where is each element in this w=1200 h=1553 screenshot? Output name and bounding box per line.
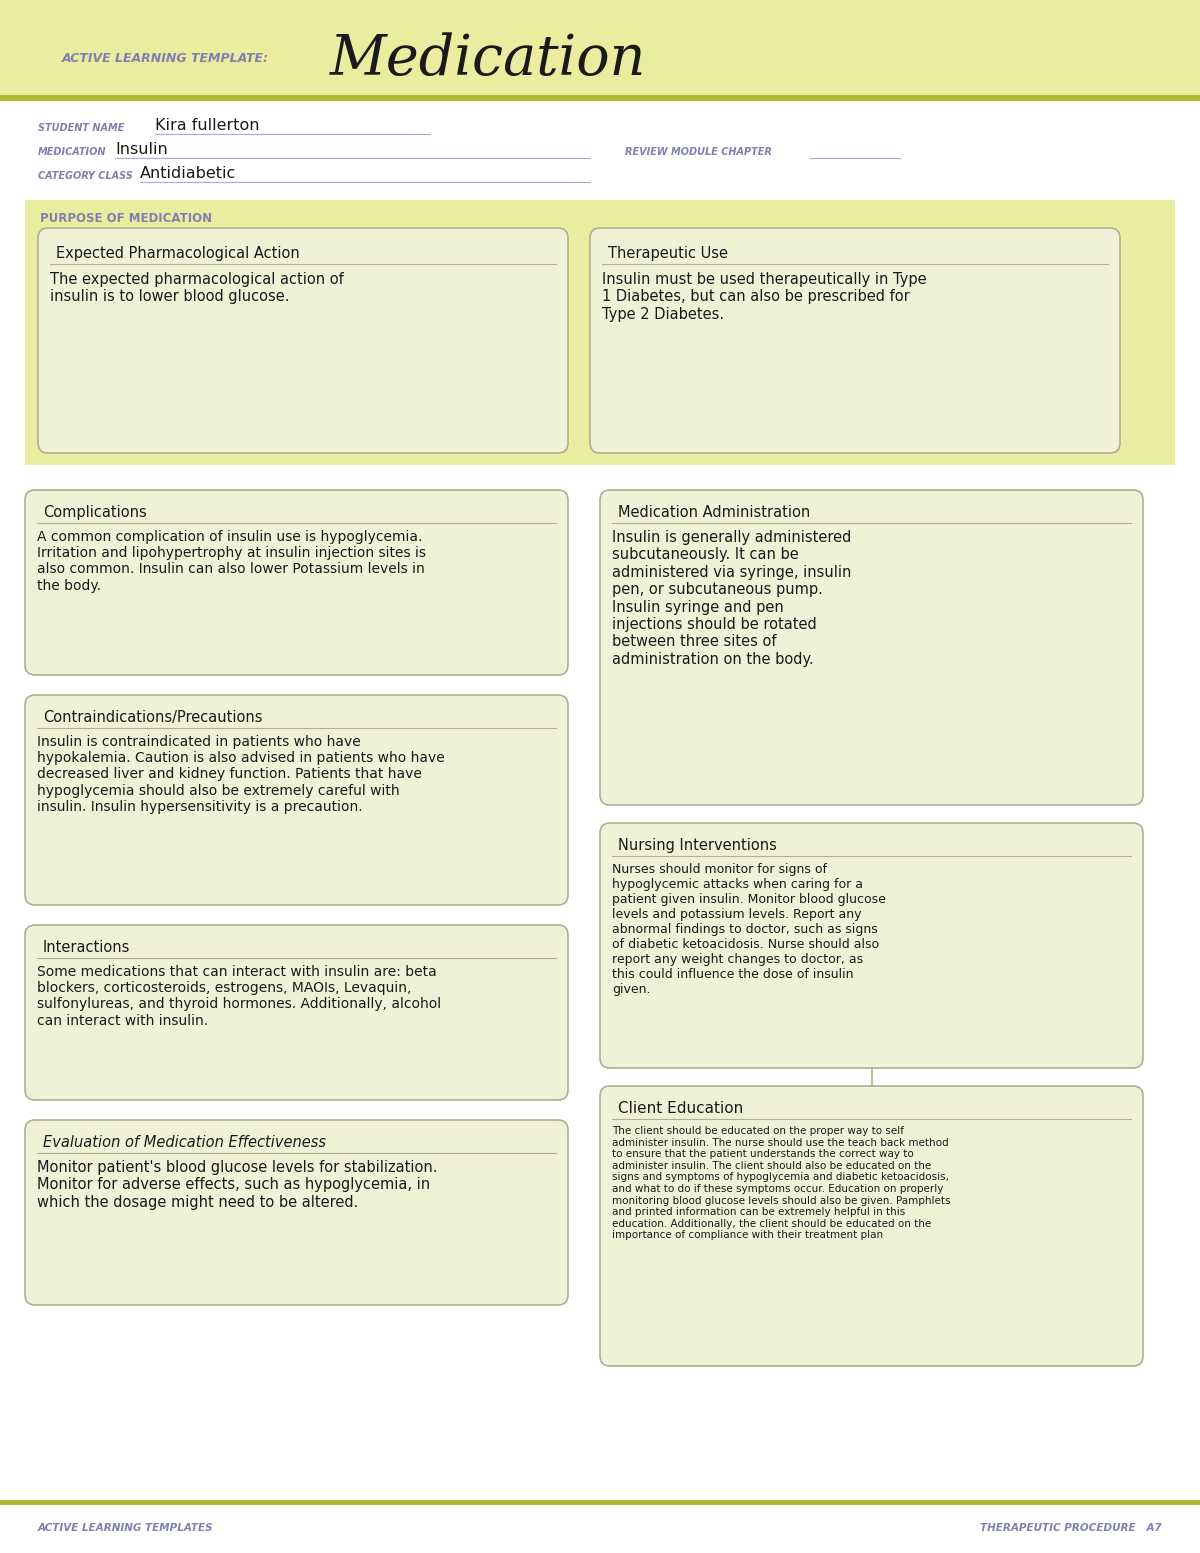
Text: Insulin is generally administered
subcutaneously. It can be
administered via syr: Insulin is generally administered subcut… [612, 530, 851, 666]
Text: MEDICATION: MEDICATION [38, 148, 107, 157]
Text: Contraindications/Precautions: Contraindications/Precautions [43, 710, 263, 725]
Text: The expected pharmacological action of
insulin is to lower blood glucose.: The expected pharmacological action of i… [50, 272, 343, 304]
FancyBboxPatch shape [38, 228, 568, 453]
Text: ACTIVE LEARNING TEMPLATE:: ACTIVE LEARNING TEMPLATE: [62, 51, 269, 65]
Text: Insulin: Insulin [115, 143, 168, 157]
Text: Antidiabetic: Antidiabetic [140, 166, 236, 182]
Text: Monitor patient's blood glucose levels for stabilization.
Monitor for adverse ef: Monitor patient's blood glucose levels f… [37, 1160, 438, 1210]
Text: Therapeutic Use: Therapeutic Use [608, 245, 728, 261]
Text: Complications: Complications [43, 505, 146, 520]
Text: PURPOSE OF MEDICATION: PURPOSE OF MEDICATION [40, 211, 212, 225]
Text: REVIEW MODULE CHAPTER: REVIEW MODULE CHAPTER [625, 148, 772, 157]
Text: Medication: Medication [330, 33, 647, 87]
Text: Medication Administration: Medication Administration [618, 505, 810, 520]
Bar [0, 0, 1200, 95]
FancyBboxPatch shape [25, 696, 568, 905]
Text: Interactions: Interactions [43, 940, 131, 955]
Bar [0, 1500, 1200, 1505]
Text: Evaluation of Medication Effectiveness: Evaluation of Medication Effectiveness [43, 1135, 326, 1151]
Text: Some medications that can interact with insulin are: beta
blockers, corticostero: Some medications that can interact with … [37, 964, 442, 1028]
Bar [25, 200, 1175, 464]
Text: Client Education: Client Education [618, 1101, 743, 1117]
Text: The client should be educated on the proper way to self
administer insulin. The : The client should be educated on the pro… [612, 1126, 950, 1241]
FancyBboxPatch shape [25, 491, 568, 676]
FancyBboxPatch shape [25, 1120, 568, 1305]
Text: Insulin must be used therapeutically in Type
1 Diabetes, but can also be prescri: Insulin must be used therapeutically in … [602, 272, 926, 321]
FancyBboxPatch shape [600, 491, 1142, 804]
Text: Expected Pharmacological Action: Expected Pharmacological Action [56, 245, 300, 261]
Text: THERAPEUTIC PROCEDURE   A7: THERAPEUTIC PROCEDURE A7 [980, 1523, 1162, 1533]
FancyBboxPatch shape [600, 1086, 1142, 1367]
Text: Kira fullerton: Kira fullerton [155, 118, 259, 134]
Text: Nurses should monitor for signs of
hypoglycemic attacks when caring for a
patien: Nurses should monitor for signs of hypog… [612, 863, 886, 995]
Text: Insulin is contraindicated in patients who have
hypokalemia. Caution is also adv: Insulin is contraindicated in patients w… [37, 735, 445, 814]
FancyBboxPatch shape [590, 228, 1120, 453]
FancyBboxPatch shape [25, 926, 568, 1100]
Text: A common complication of insulin use is hypoglycemia.
Irritation and lipohypertr: A common complication of insulin use is … [37, 530, 426, 593]
Text: ACTIVE LEARNING TEMPLATES: ACTIVE LEARNING TEMPLATES [38, 1523, 214, 1533]
Text: CATEGORY CLASS: CATEGORY CLASS [38, 171, 133, 182]
FancyBboxPatch shape [600, 823, 1142, 1068]
Text: Nursing Interventions: Nursing Interventions [618, 839, 776, 853]
Text: STUDENT NAME: STUDENT NAME [38, 123, 125, 134]
Bar [0, 95, 1200, 101]
